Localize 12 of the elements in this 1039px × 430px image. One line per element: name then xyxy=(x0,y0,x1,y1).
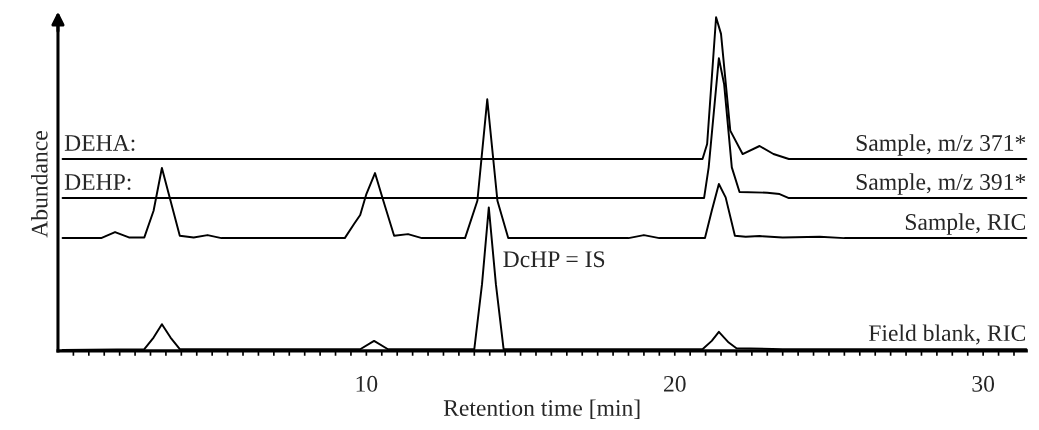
annotation: DcHP = IS xyxy=(503,251,605,268)
series-label: Sample, m/z 371* xyxy=(856,134,1026,156)
x-tick-label: 20 xyxy=(663,375,686,392)
annotation: DEHP: xyxy=(64,174,131,191)
series-label: Field blank, RIC xyxy=(868,324,1026,345)
annotation: DEHA: xyxy=(64,135,135,151)
series-label: Sample, m/z 391* xyxy=(856,173,1026,195)
series-label: Sample, RIC xyxy=(905,213,1026,235)
x-tick-label: 30 xyxy=(972,375,995,392)
x-tick-label: 10 xyxy=(356,375,378,392)
x-axis-title: Retention time [min] xyxy=(443,399,640,419)
y-axis-title: Abundance xyxy=(31,131,48,238)
